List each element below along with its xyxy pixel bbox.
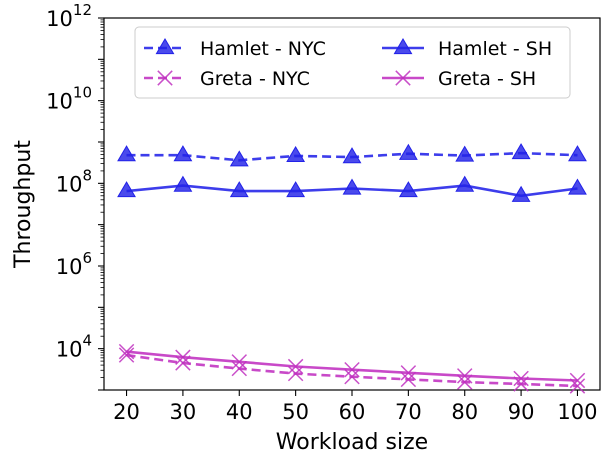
data-point <box>398 181 418 198</box>
x-tick-label: 40 <box>226 400 253 424</box>
x-axis-label: Workload size <box>276 430 428 455</box>
data-point <box>455 175 475 192</box>
series-greta-sh <box>118 343 586 389</box>
legend-marker <box>157 70 173 86</box>
data-point <box>286 181 306 198</box>
legend-label: Greta - SH <box>438 68 536 90</box>
legend-marker <box>393 38 413 55</box>
data-point <box>118 347 135 363</box>
y-tick-label: 108 <box>56 166 92 196</box>
x-tick-label: 90 <box>508 400 535 424</box>
data-point <box>569 372 586 389</box>
data-point <box>173 175 193 192</box>
series-layer <box>117 143 587 394</box>
data-point <box>455 145 475 162</box>
data-point <box>231 360 248 377</box>
legend-entry: Greta - SH <box>382 68 536 90</box>
data-point <box>400 365 417 381</box>
x-tick-label: 30 <box>170 400 197 424</box>
data-point <box>229 181 249 198</box>
data-point <box>398 143 418 160</box>
data-point <box>511 143 531 160</box>
data-point <box>400 371 417 388</box>
x-axis: 20 30 40 50 60 70 80 90 100 <box>113 390 598 424</box>
series-hamlet-sh <box>117 175 587 202</box>
data-point <box>286 145 306 163</box>
data-point <box>513 370 529 387</box>
x-tick-label: 100 <box>557 400 597 424</box>
data-point <box>344 361 360 378</box>
data-point <box>456 374 473 390</box>
data-point <box>173 145 193 162</box>
x-tick-label: 70 <box>395 400 422 424</box>
y-axis-label: Throughput <box>11 140 36 269</box>
data-point <box>118 343 135 360</box>
y-tick-label: 1012 <box>46 1 92 31</box>
y-tick-label: 106 <box>56 249 92 279</box>
legend-entry: Greta - NYC <box>144 68 310 90</box>
data-point <box>231 354 248 370</box>
legend-label: Hamlet - SH <box>438 38 552 60</box>
data-point <box>287 365 304 382</box>
data-point <box>511 185 531 202</box>
x-tick-label: 50 <box>282 400 309 424</box>
data-point <box>117 181 136 198</box>
data-point <box>568 145 587 162</box>
legend-box <box>134 26 571 99</box>
series-hamlet-nyc <box>117 143 587 167</box>
legend-label: Greta - NYC <box>200 68 310 90</box>
data-point <box>229 150 249 167</box>
data-point <box>344 368 360 385</box>
data-point <box>287 358 304 375</box>
data-point <box>175 349 191 365</box>
data-point <box>342 178 362 195</box>
data-point <box>342 147 362 164</box>
legend-entry: Hamlet - SH <box>382 38 552 60</box>
data-point <box>456 368 473 384</box>
y-tick-label: 104 <box>56 332 92 362</box>
data-point <box>568 178 587 195</box>
x-tick-label: 20 <box>113 400 140 424</box>
legend: Hamlet - NYC Greta - NYC Hamlet - SH Greta … <box>134 26 571 99</box>
data-point <box>117 145 136 162</box>
x-tick-label: 60 <box>339 400 366 424</box>
legend-marker <box>155 38 175 55</box>
legend-label: Hamlet - NYC <box>200 38 326 60</box>
legend-marker <box>395 70 411 86</box>
x-tick-label: 80 <box>451 400 478 424</box>
y-tick-label: 1010 <box>46 84 92 114</box>
y-axis: 104 106 108 1010 1012 <box>46 1 104 391</box>
legend-entry: Hamlet - NYC <box>144 38 326 60</box>
